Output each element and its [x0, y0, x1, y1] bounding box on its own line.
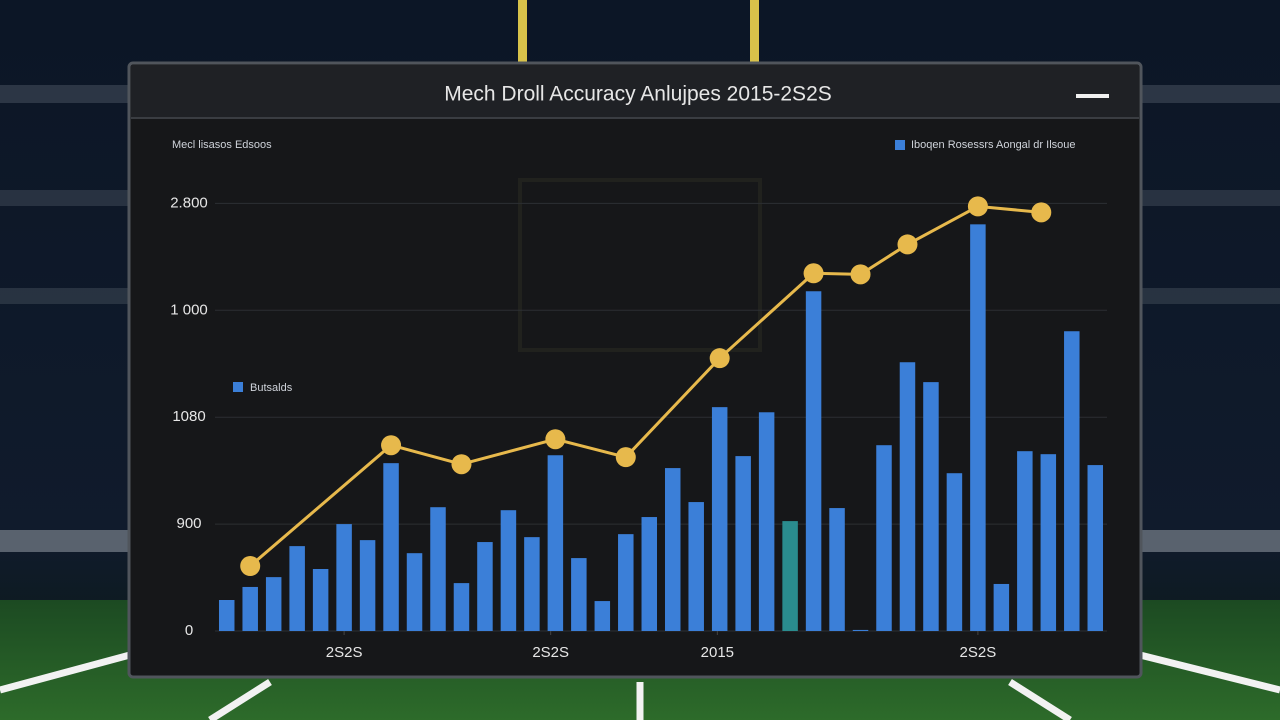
bar — [289, 546, 305, 631]
bar — [406, 553, 423, 631]
bar — [970, 224, 986, 631]
bar — [829, 508, 845, 631]
bar — [218, 599, 235, 631]
bar — [571, 558, 587, 631]
line-point — [615, 447, 636, 468]
bar — [547, 455, 564, 631]
bar — [524, 537, 540, 631]
bar — [1017, 451, 1033, 631]
y-tick-label: 1 000 — [170, 301, 208, 318]
minimize-button[interactable] — [1076, 94, 1109, 98]
line-point — [381, 435, 402, 456]
x-tick-label: 2S2S — [960, 644, 997, 661]
bar — [782, 521, 798, 631]
bar — [312, 568, 329, 631]
x-tick-label: 2S2S — [326, 644, 363, 661]
bar — [711, 407, 728, 631]
line-point — [451, 454, 472, 475]
y-tick-label: 1080 — [172, 408, 205, 425]
bar — [993, 583, 1010, 631]
bar — [359, 540, 376, 631]
chart-title: Mech Droll Accuracy Anlujpes 2015-2S2S — [444, 83, 832, 106]
bar — [805, 291, 822, 631]
x-tick-label: 2S2S — [532, 644, 569, 661]
line-point — [803, 263, 824, 284]
bar — [265, 577, 282, 631]
annotation-swatch — [233, 382, 243, 392]
line-point — [240, 556, 261, 577]
y-tick-label: 900 — [176, 515, 201, 532]
bar — [383, 463, 399, 631]
line-point — [709, 348, 730, 369]
bar — [641, 517, 658, 631]
bar — [618, 534, 634, 631]
line-point — [967, 196, 988, 217]
bar — [1087, 465, 1104, 631]
bar — [1064, 331, 1080, 631]
line-point — [1031, 202, 1052, 223]
bar — [735, 456, 751, 631]
bar — [758, 412, 775, 631]
line-point — [850, 264, 871, 285]
bar — [923, 382, 939, 631]
bar — [242, 586, 258, 631]
y-tick-label: 0 — [185, 622, 193, 639]
bar — [500, 510, 517, 631]
x-tick-label: 2015 — [701, 644, 734, 661]
line-point — [545, 429, 566, 450]
bar — [899, 362, 916, 631]
bar — [946, 473, 963, 631]
bar — [594, 601, 611, 631]
legend-label: Iboqen Rosessrs Aongal dr Ilsoue — [911, 139, 1076, 151]
line-point — [897, 234, 918, 255]
bar — [876, 445, 892, 631]
bar — [336, 524, 352, 631]
bar — [430, 507, 446, 631]
bar — [477, 542, 493, 631]
bar — [664, 468, 681, 631]
chart-subtitle: Mecl lisasos Edsoos — [172, 139, 272, 151]
bar — [688, 502, 704, 631]
legend-swatch — [895, 140, 905, 150]
bar — [453, 583, 470, 631]
bar — [852, 629, 869, 631]
annotation: Butsalds — [250, 382, 293, 394]
y-tick-label: 2.800 — [170, 194, 208, 211]
bar — [1040, 454, 1057, 631]
